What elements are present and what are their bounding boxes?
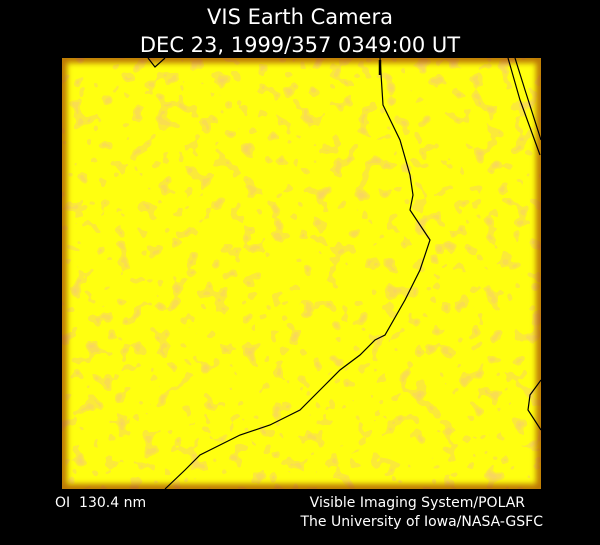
coastlines [147,58,541,489]
coastline [514,58,541,141]
wavelength: OI 130.4 nm [55,495,146,511]
image-texture [62,58,541,489]
instrument: Visible Imaging System/POLAR [310,495,526,511]
earth-image [62,58,541,489]
coastline [527,379,541,431]
title: VIS Earth Camera [207,5,393,29]
coastline [147,58,166,68]
coastline [507,58,541,156]
coastline [164,58,431,489]
institution: The University of Iowa/NASA-GSFC [299,514,543,530]
timestamp: DEC 23, 1999/357 0349:00 UT [140,33,460,57]
